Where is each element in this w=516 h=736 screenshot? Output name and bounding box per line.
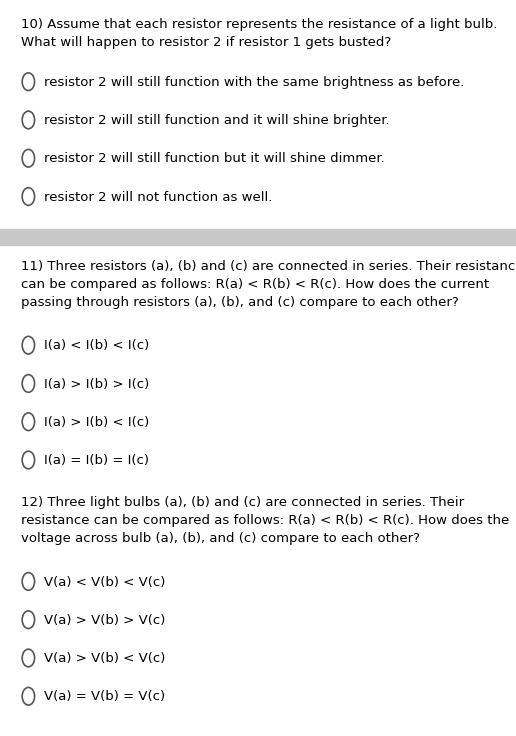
- Text: resistor 2 will still function with the same brightness as before.: resistor 2 will still function with the …: [44, 76, 464, 89]
- Text: resistor 2 will still function and it will shine brighter.: resistor 2 will still function and it wi…: [44, 114, 390, 127]
- Text: I(a) > I(b) < I(c): I(a) > I(b) < I(c): [44, 416, 149, 429]
- Text: 12) Three light bulbs (a), (b) and (c) are connected in series. Their
resistance: 12) Three light bulbs (a), (b) and (c) a…: [21, 496, 509, 545]
- Text: V(a) > V(b) < V(c): V(a) > V(b) < V(c): [44, 652, 165, 665]
- Text: resistor 2 will still function but it will shine dimmer.: resistor 2 will still function but it wi…: [44, 152, 384, 166]
- Text: I(a) > I(b) > I(c): I(a) > I(b) > I(c): [44, 378, 149, 391]
- Bar: [0, 229, 516, 245]
- Text: I(a) = I(b) = I(c): I(a) = I(b) = I(c): [44, 454, 149, 467]
- Text: 11) Three resistors (a), (b) and (c) are connected in series. Their resistance
c: 11) Three resistors (a), (b) and (c) are…: [21, 260, 516, 309]
- Text: V(a) = V(b) = V(c): V(a) = V(b) = V(c): [44, 690, 165, 704]
- Text: V(a) < V(b) < V(c): V(a) < V(b) < V(c): [44, 576, 165, 589]
- Text: 10) Assume that each resistor represents the resistance of a light bulb.
What wi: 10) Assume that each resistor represents…: [21, 18, 497, 49]
- Text: I(a) < I(b) < I(c): I(a) < I(b) < I(c): [44, 339, 149, 353]
- Text: V(a) > V(b) > V(c): V(a) > V(b) > V(c): [44, 614, 165, 627]
- Text: resistor 2 will not function as well.: resistor 2 will not function as well.: [44, 191, 272, 204]
